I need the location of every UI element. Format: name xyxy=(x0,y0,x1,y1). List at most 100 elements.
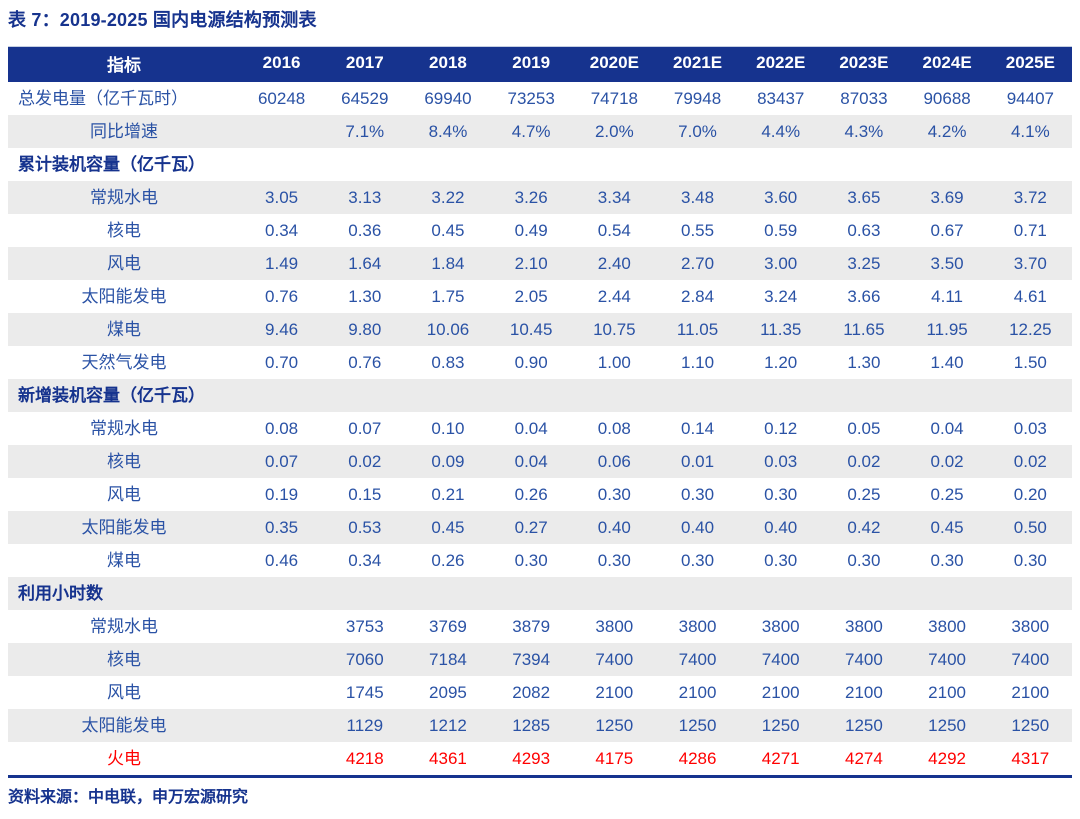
data-cell: 0.26 xyxy=(431,550,465,570)
row-label: 煤电 xyxy=(107,550,141,570)
col-header-indicator: 指标 xyxy=(8,46,240,81)
row-label: 天然气发电 xyxy=(81,352,167,372)
data-cell: 4.2% xyxy=(927,121,967,141)
data-cell: 94407 xyxy=(1006,88,1054,108)
data-cell: 3.24 xyxy=(764,286,798,306)
data-cell: 0.30 xyxy=(764,550,798,570)
data-cell: 0.30 xyxy=(597,550,631,570)
row-label: 常规水电 xyxy=(90,616,158,636)
data-cell: 1250 xyxy=(678,715,717,735)
data-cell: 4293 xyxy=(512,748,551,768)
col-header-year: 2018 xyxy=(406,46,490,81)
data-cell: 7184 xyxy=(429,649,467,669)
data-cell: 0.03 xyxy=(764,451,798,471)
data-cell: 0.25 xyxy=(847,484,881,504)
data-cell: 0.15 xyxy=(348,484,382,504)
row-label: 太阳能发电 xyxy=(81,286,167,306)
data-cell: 3800 xyxy=(1011,616,1050,636)
table-row: 太阳能发电 1129 1212 1285 1250 1250 1250 1250 1250 125… xyxy=(8,708,1072,742)
data-cell: 0.30 xyxy=(597,484,631,504)
table-row: 火电 4218 4361 4293 4175 4286 4271 4274 4292 4317 xyxy=(8,741,1072,776)
data-cell: 0.06 xyxy=(597,451,631,471)
table-row: 太阳能发电 0.76 1.30 1.75 2.05 2.44 2.84 3.24 3.66 4.1… xyxy=(8,279,1072,313)
data-cell: 0.30 xyxy=(514,550,548,570)
data-cell: 3800 xyxy=(761,616,800,636)
data-cell: 2.40 xyxy=(597,253,631,273)
data-cell: 3800 xyxy=(595,616,634,636)
table-row: 风电 1.49 1.64 1.84 2.10 2.40 2.70 3.00 3.25 3.50 3.… xyxy=(8,246,1072,280)
table-row: 风电 1745 2095 2082 2100 2100 2100 2100 2100 2100 xyxy=(8,675,1072,709)
section-row: 利用小时数 xyxy=(8,576,1072,610)
data-cell: 3879 xyxy=(512,616,551,636)
data-cell: 2100 xyxy=(928,682,966,702)
forecast-table: 指标 2016 2017 2018 2019 2020E 2021E 2022E 2023E 20… xyxy=(8,46,1072,778)
row-label: 核电 xyxy=(107,220,141,240)
data-cell: 0.35 xyxy=(265,517,299,537)
data-cell: 7400 xyxy=(844,649,883,669)
data-cell: 73253 xyxy=(507,88,555,108)
data-cell: 0.07 xyxy=(348,418,382,438)
table-row: 天然气发电 0.70 0.76 0.83 0.90 1.00 1.10 1.20 1.30 1.4… xyxy=(8,345,1072,379)
data-cell: 4175 xyxy=(595,748,634,768)
data-cell: 0.63 xyxy=(847,220,881,240)
data-cell: 1.10 xyxy=(680,352,715,372)
data-cell: 0.12 xyxy=(764,418,798,438)
data-cell: 0.30 xyxy=(764,484,798,504)
data-cell: 9.80 xyxy=(348,319,382,339)
data-cell: 4218 xyxy=(345,748,384,768)
row-label: 火电 xyxy=(107,748,141,768)
col-header-year: 2022E xyxy=(739,46,823,81)
table-row: 常规水电 3.05 3.13 3.22 3.26 3.34 3.48 3.60 3.65 3.69… xyxy=(8,180,1072,214)
data-cell: 3800 xyxy=(678,616,717,636)
row-label: 煤电 xyxy=(107,319,141,339)
data-cell: 2100 xyxy=(1011,682,1050,702)
data-cell: 1.50 xyxy=(1013,352,1047,372)
data-cell: 10.75 xyxy=(593,319,636,339)
row-label: 同比增速 xyxy=(90,121,158,141)
data-cell: 79948 xyxy=(673,88,722,108)
data-cell: 0.30 xyxy=(930,550,964,570)
data-cell: 4.4% xyxy=(761,121,801,141)
data-cell: 0.02 xyxy=(1013,451,1047,471)
data-cell: 90688 xyxy=(923,88,971,108)
row-label: 核电 xyxy=(107,649,141,669)
data-cell: 0.07 xyxy=(265,451,299,471)
col-header-year: 2017 xyxy=(323,46,407,81)
data-cell: 60248 xyxy=(257,88,306,108)
section-row: 累计装机容量（亿千瓦） xyxy=(8,147,1072,181)
data-cell: 0.40 xyxy=(764,517,798,537)
data-cell: 2.05 xyxy=(514,286,548,306)
data-cell: 7.1% xyxy=(345,121,385,141)
row-label: 常规水电 xyxy=(90,418,158,438)
data-cell: 0.49 xyxy=(514,220,548,240)
data-cell: 2082 xyxy=(512,682,551,702)
data-cell: 4.11 xyxy=(931,286,963,306)
data-cell: 64529 xyxy=(341,88,389,108)
data-cell: 7394 xyxy=(512,649,551,669)
data-cell: 3.69 xyxy=(930,187,964,207)
table-header: 指标 2016 2017 2018 2019 2020E 2021E 2022E 2023E 20… xyxy=(8,46,1072,81)
data-cell: 3.05 xyxy=(265,187,299,207)
data-cell: 3.50 xyxy=(930,253,964,273)
section-label: 利用小时数 xyxy=(18,583,103,603)
data-cell: 1250 xyxy=(844,715,883,735)
row-label: 太阳能发电 xyxy=(81,715,167,735)
col-header-year: 2025E xyxy=(988,46,1072,81)
data-cell: 7400 xyxy=(928,649,966,669)
data-cell: 4292 xyxy=(928,748,966,768)
row-label: 常规水电 xyxy=(90,187,158,207)
data-cell: 0.05 xyxy=(847,418,881,438)
data-cell: 3753 xyxy=(345,616,384,636)
col-header-year: 2020E xyxy=(572,46,656,81)
data-cell: 1.75 xyxy=(431,286,465,306)
data-cell: 1.49 xyxy=(265,253,299,273)
data-cell: 3.48 xyxy=(680,187,715,207)
data-cell: 3.26 xyxy=(514,187,548,207)
table-title: 表 7：2019-2025 国内电源结构预测表 xyxy=(8,10,317,30)
data-cell: 4271 xyxy=(761,748,800,768)
data-cell: 0.02 xyxy=(348,451,382,471)
data-cell: 0.30 xyxy=(847,550,881,570)
data-cell: 0.46 xyxy=(265,550,299,570)
data-cell: 0.34 xyxy=(265,220,299,240)
